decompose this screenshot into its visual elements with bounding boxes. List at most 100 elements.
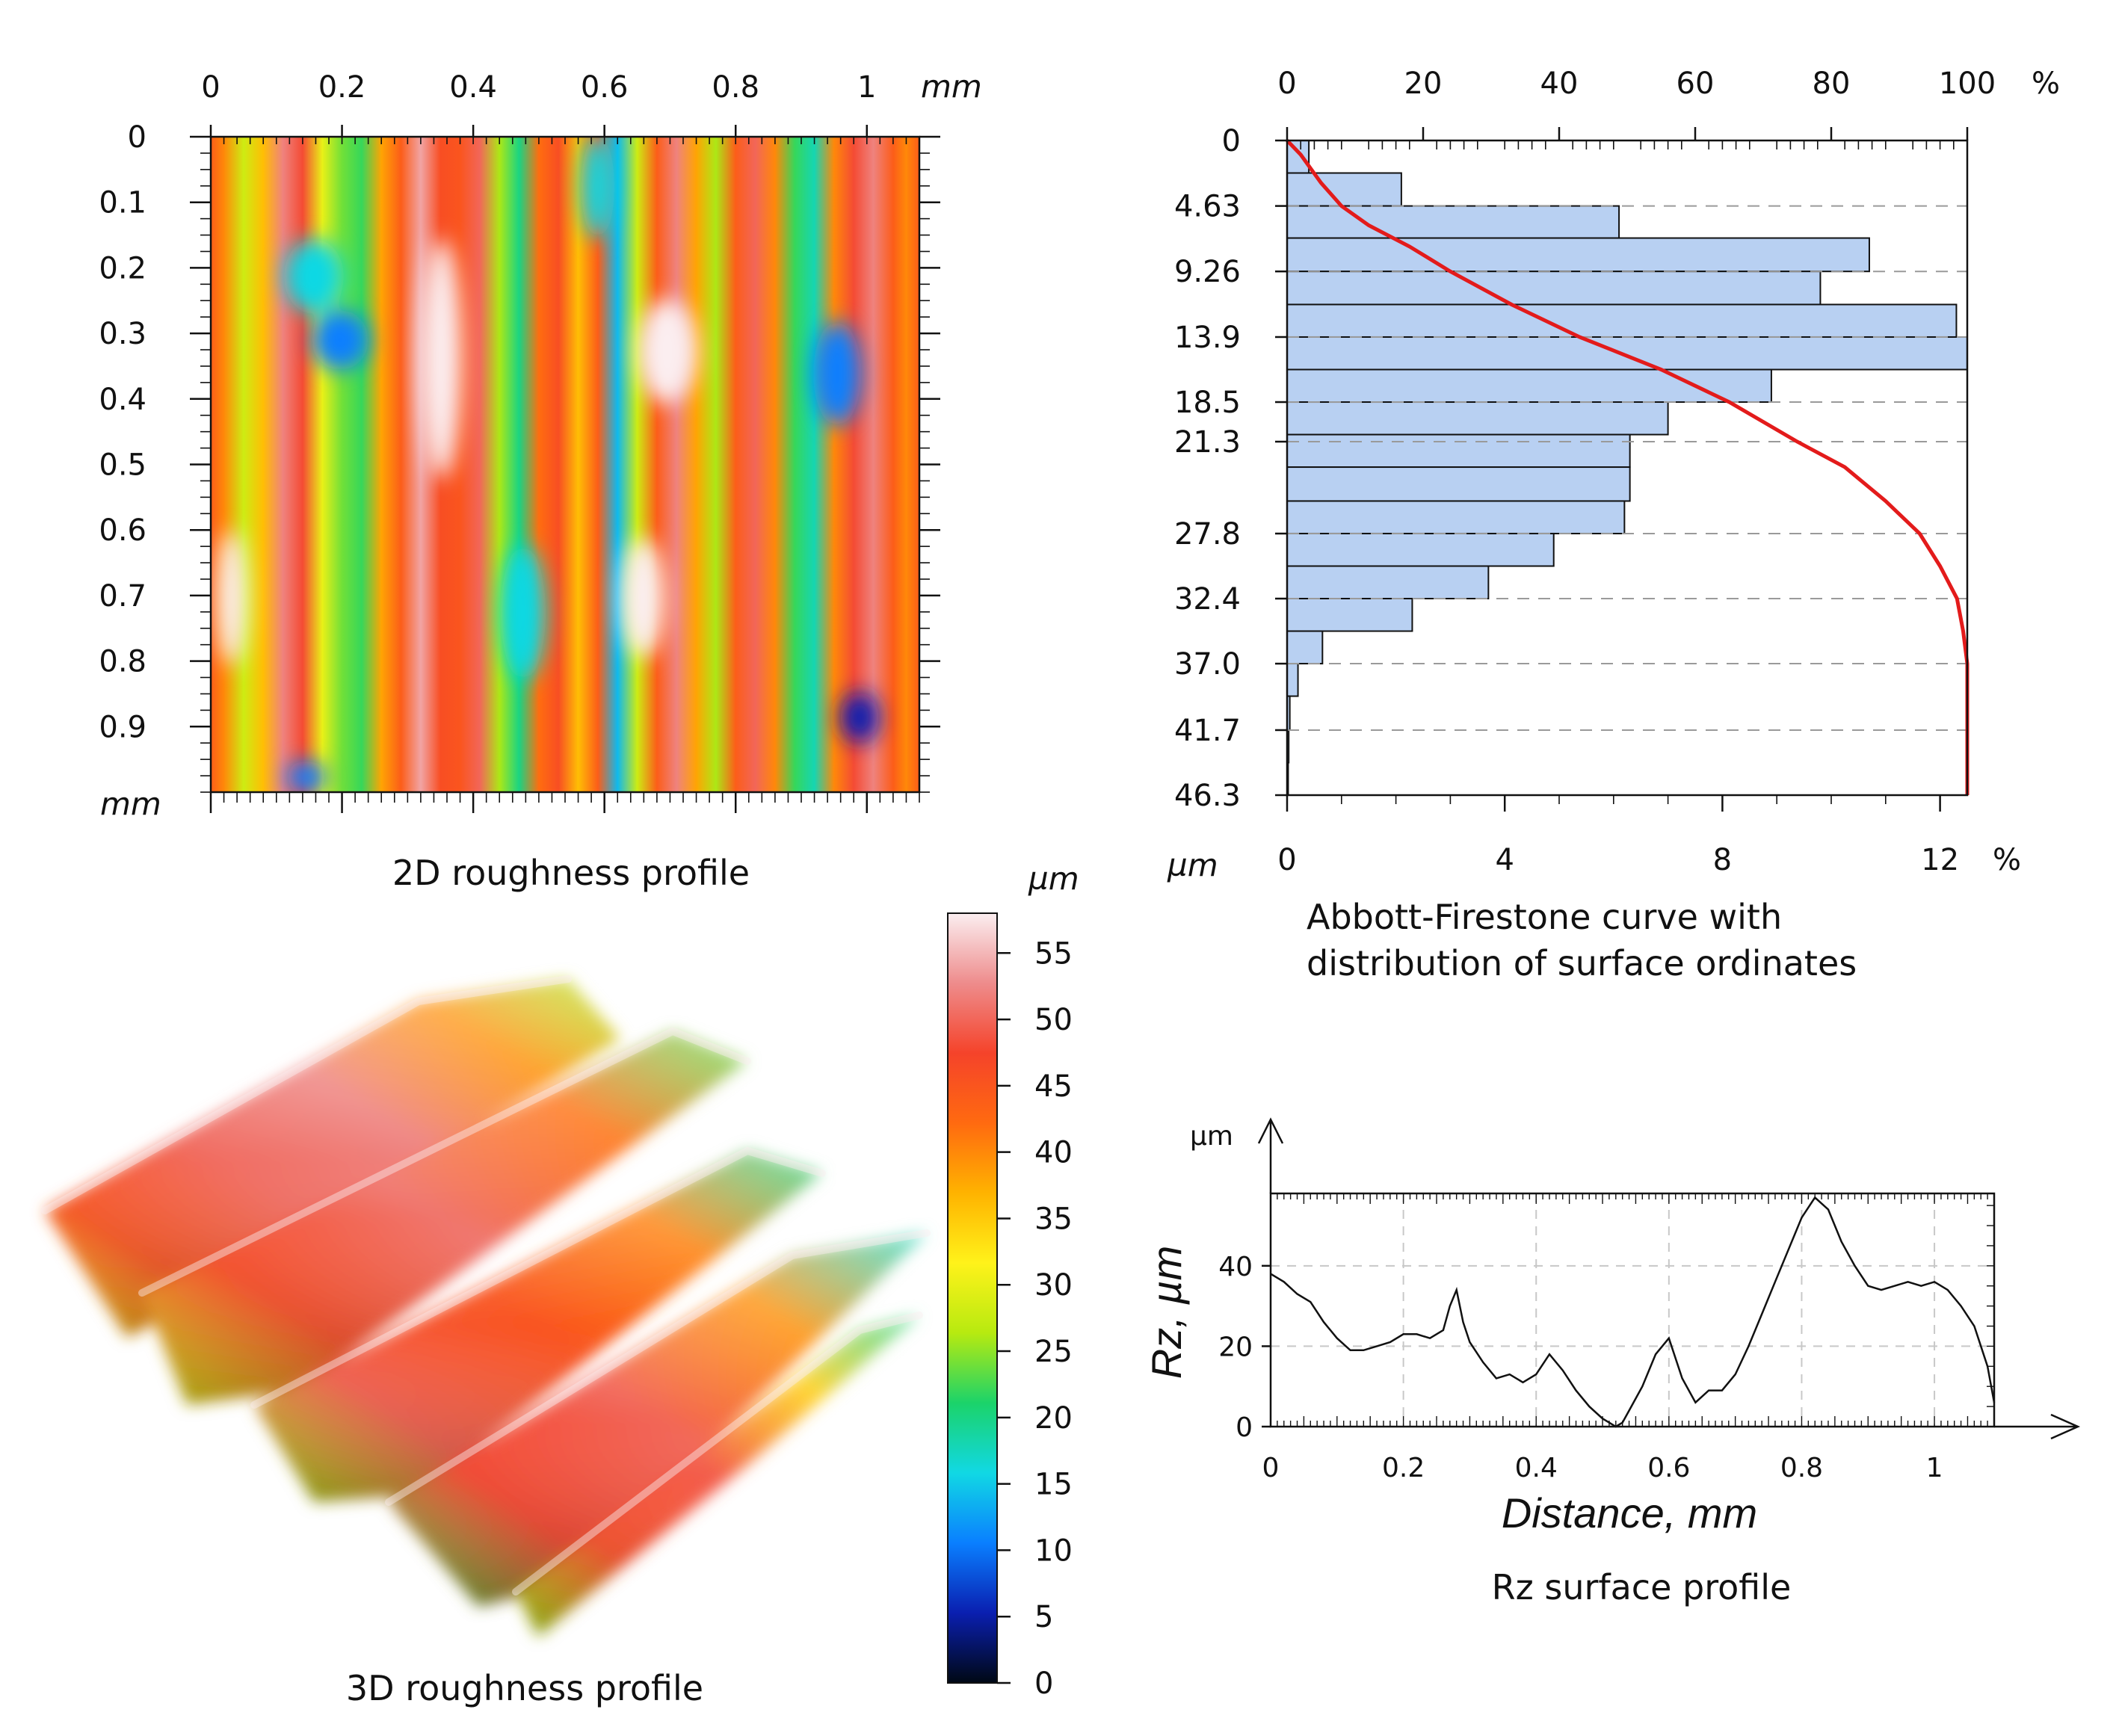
map2d-x-tick-label: 1 — [857, 70, 876, 105]
abbott-y-tick-label: 13.9 — [1174, 321, 1241, 355]
rz-panel: 0 0.2 0.4 0.6 0.8 1 0 20 40 µm Rz, µm Distance, … — [1143, 1117, 2081, 1607]
map2d-low-spot — [501, 546, 546, 680]
colorbar-tick-label: 25 — [1034, 1335, 1073, 1369]
abbott-y-tick-label: 46.3 — [1174, 779, 1241, 813]
abbott-y-tick-label: 27.8 — [1174, 517, 1241, 552]
rz-y-tick-label: 20 — [1218, 1332, 1253, 1362]
map2d-y-unit: mm — [100, 785, 161, 822]
surface3d-ridge-crest — [138, 1027, 751, 1297]
rz-y-label: Rz, µm — [1143, 1246, 1190, 1379]
colorbar-tick-label: 55 — [1034, 936, 1073, 971]
surface3d-panel: 3D roughness profile 0 5 10 15 20 25 30 35 40 45 5… — [41, 860, 1079, 1708]
rz-y-unit: µm — [1190, 1121, 1233, 1152]
map2d-high-spot — [638, 299, 697, 404]
abbott-bottom-tick-label: 0 — [1277, 843, 1296, 877]
map2d-ticks: 0 0.2 0.4 0.6 0.8 1 0 0.1 0.2 0.3 0.4 0.5 0.6 0.7 0.8 0… — [99, 70, 940, 813]
surface3d-ridge-shade — [516, 1315, 919, 1637]
surface3d-ridge-shade — [254, 1151, 822, 1502]
rz-y-arrow — [1257, 1117, 1284, 1193]
map2d-y-tick-label: 0.5 — [99, 448, 146, 483]
abbott-bar — [1286, 466, 1631, 502]
abbott-top-tick-label: 100 — [1939, 67, 1996, 101]
surface3d-render — [45, 979, 927, 1637]
surface3d-ridge-shade — [45, 979, 620, 1338]
colorbar-tick-label: 5 — [1034, 1600, 1053, 1634]
colorbar-tick-label: 0 — [1034, 1667, 1053, 1701]
abbott-bar — [1286, 368, 1772, 404]
abbott-y-tick-label: 4.63 — [1174, 190, 1241, 224]
map2d-low-spot — [287, 761, 326, 792]
colorbar-tick-label: 35 — [1034, 1202, 1073, 1236]
colorbar-tick-label: 30 — [1034, 1268, 1073, 1303]
surface3d-caption: 3D roughness profile — [346, 1668, 703, 1708]
map2d-y-tick-label: 0.1 — [99, 186, 146, 220]
abbott-caption-box: Abbott-Firestone curve with distribution… — [1307, 897, 1857, 983]
map2d-x-tick-label: 0.6 — [581, 70, 629, 105]
surface3d-ridge-crest — [385, 1229, 931, 1506]
abbott-y-tick-label: 9.26 — [1174, 255, 1241, 289]
colorbar-tick-label: 10 — [1034, 1533, 1073, 1568]
map2d-patches — [217, 137, 879, 792]
rz-gridlines — [1270, 1193, 1994, 1427]
surface3d-ridge-crest — [41, 975, 572, 1214]
abbott-bar — [1286, 172, 1402, 207]
surface3d-highlights — [41, 975, 931, 1596]
rz-caption: Rz surface profile — [1492, 1567, 1792, 1607]
colorbar-unit: µm — [1028, 860, 1079, 897]
abbott-curve — [1286, 139, 1970, 795]
map2d-high-spot — [620, 538, 665, 658]
abbott-bar — [1286, 237, 1870, 273]
map2d-low-spot — [813, 321, 861, 426]
surface3d-ridges — [45, 979, 927, 1637]
abbott-bar — [1286, 500, 1626, 534]
abbott-top-unit: % — [2032, 67, 2060, 101]
abbott-bars — [1286, 140, 1968, 797]
abbott-top-tick-label: 60 — [1677, 67, 1715, 101]
rz-y-tick-label: 40 — [1218, 1252, 1253, 1282]
rz-x-label: Distance, mm — [1502, 1489, 1757, 1536]
abbott-ticks: 0 4.63 9.26 13.9 18.5 21.3 27.8 32.4 37.0 41.7 46.… — [1174, 67, 1996, 877]
map2d-high-spot — [217, 531, 247, 665]
map2d-y-tick-label: 0.6 — [99, 513, 146, 548]
abbott-y-tick-label: 0 — [1222, 124, 1241, 158]
abbott-caption: Abbott-Firestone curve with distribution… — [1307, 897, 1857, 983]
abbott-bar — [1286, 303, 1958, 338]
colorbar-tick-label: 45 — [1034, 1069, 1073, 1104]
map2d-x-tick-label: 0.8 — [712, 70, 759, 105]
colorbar-tick-label: 40 — [1034, 1136, 1073, 1170]
rz-x-tick-label: 1 — [1926, 1453, 1943, 1483]
abbott-frame — [1286, 139, 1969, 797]
rz-x-tick-label: 0.2 — [1382, 1453, 1425, 1483]
abbott-top-tick-label: 20 — [1404, 67, 1443, 101]
map2d-x-tick-label: 0 — [201, 70, 220, 105]
abbott-top-tick-label: 80 — [1813, 67, 1851, 101]
colorbar-ticks: 0 5 10 15 20 25 30 35 40 45 50 55 — [997, 936, 1073, 1701]
map2d-x-tick-label: 0.4 — [449, 70, 497, 105]
abbott-bar — [1286, 598, 1413, 632]
rz-frame — [1269, 1192, 1996, 1428]
abbott-y-tick-label: 21.3 — [1174, 425, 1241, 460]
abbott-bar — [1286, 565, 1490, 600]
abbott-bar — [1286, 532, 1555, 567]
colorbar-tick-label: 20 — [1034, 1401, 1073, 1436]
abbott-bottom-unit: % — [1993, 843, 2021, 877]
rz-y-tick-label: 0 — [1236, 1412, 1253, 1443]
rz-profile-line — [1270, 1196, 1996, 1428]
rz-x-tick-label: 0 — [1262, 1453, 1280, 1483]
abbott-y-tick-label: 41.7 — [1174, 714, 1241, 748]
rz-x-arrow — [1994, 1413, 2081, 1440]
surface3d-ridge-crest — [512, 1312, 923, 1596]
abbott-panel: 0 4.63 9.26 13.9 18.5 21.3 27.8 32.4 37.0 41.7 46.… — [1167, 67, 2060, 983]
colorbar-tick-label: 50 — [1034, 1003, 1073, 1037]
abbott-bar — [1286, 433, 1631, 469]
abbott-bottom-tick-label: 4 — [1495, 843, 1514, 877]
rz-x-tick-label: 0.4 — [1515, 1453, 1558, 1483]
map2d-high-spot — [420, 239, 462, 478]
abbott-y-unit: µm — [1167, 847, 1218, 883]
map2d-low-spot — [582, 137, 614, 239]
abbott-bar — [1286, 663, 1299, 697]
map2d-low-spot — [312, 310, 368, 370]
colorbar — [947, 912, 998, 1684]
map2d-y-tick-label: 0.9 — [99, 710, 146, 744]
